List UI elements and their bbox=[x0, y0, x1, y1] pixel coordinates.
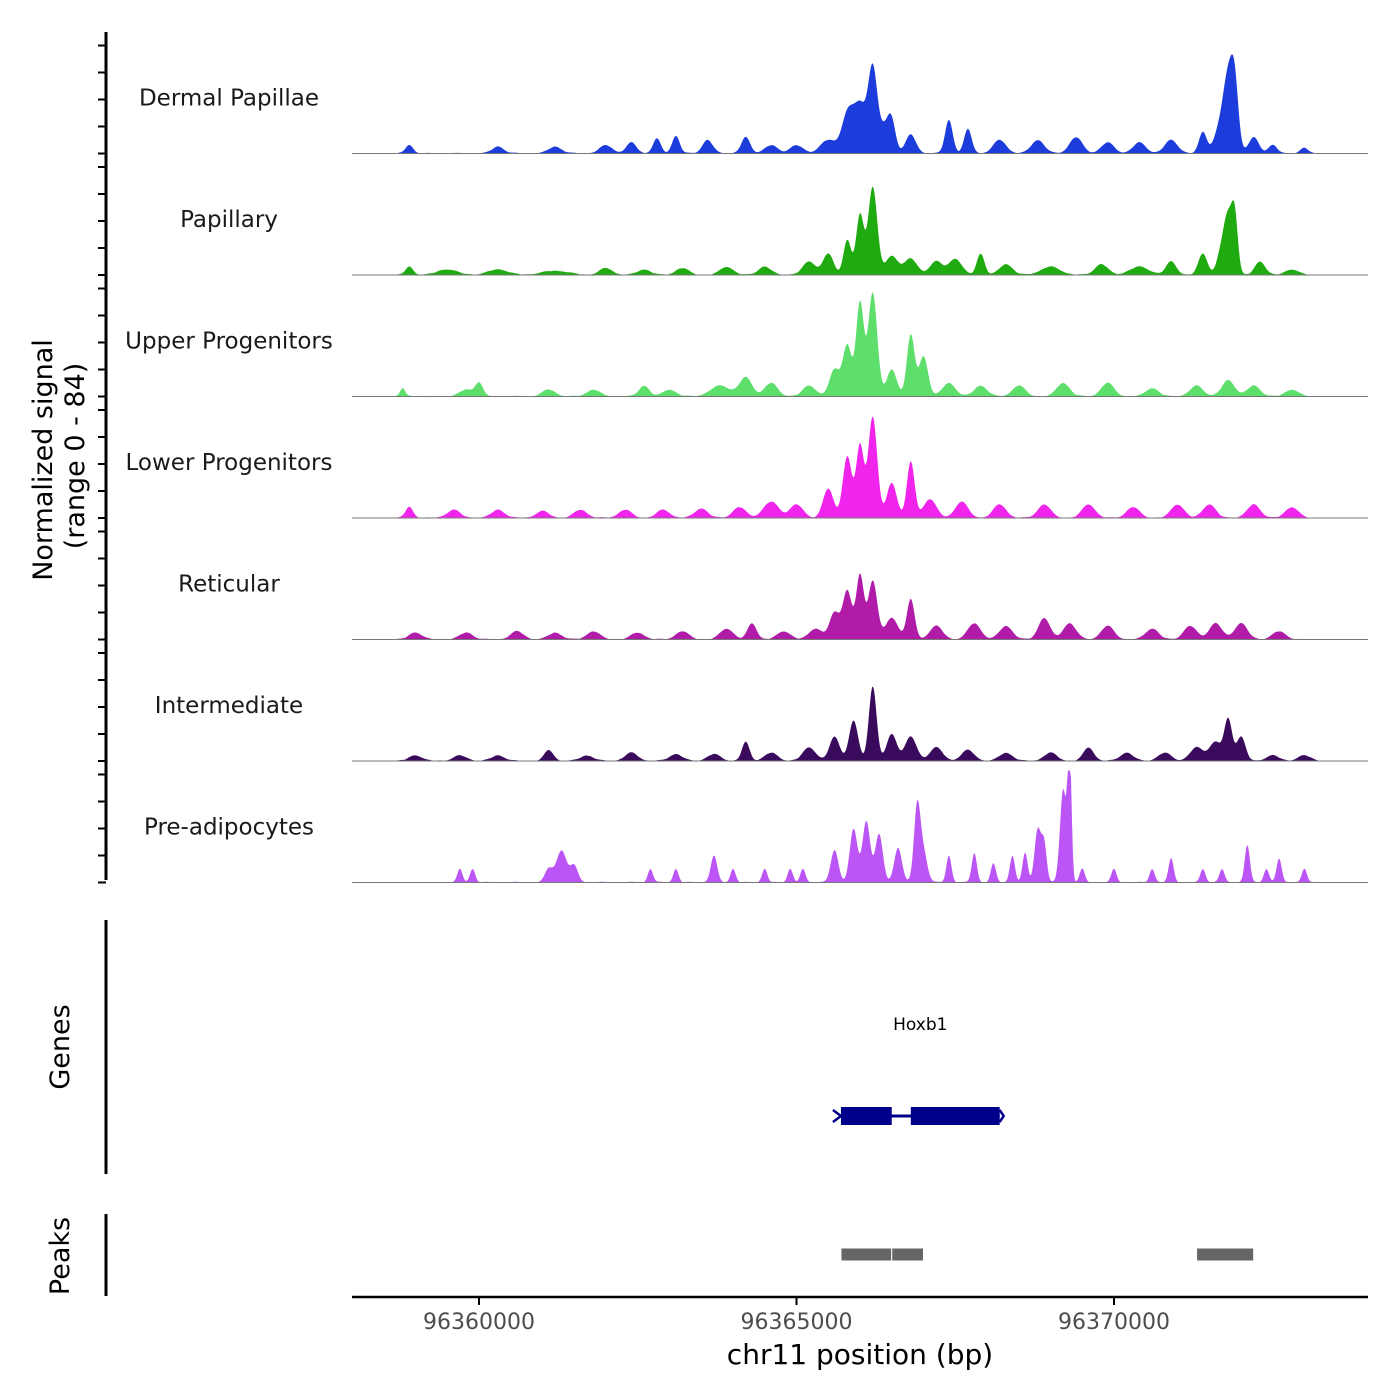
signal-area-intermediate bbox=[352, 686, 1368, 761]
track-label-pre-adipocytes: Pre-adipocytes bbox=[144, 815, 314, 841]
signal-area-reticular bbox=[352, 573, 1368, 640]
track-label-lower-progenitors: Lower Progenitors bbox=[126, 450, 333, 476]
track-label-upper-progenitors: Upper Progenitors bbox=[125, 329, 333, 355]
signal-area-pre-adipocytes bbox=[352, 770, 1368, 883]
x-tick-label: 96370000 bbox=[1058, 1310, 1170, 1335]
track-label-reticular: Reticular bbox=[178, 572, 280, 598]
x-axis-label: chr11 position (bp) bbox=[727, 1338, 993, 1371]
gene-exon bbox=[910, 1107, 1000, 1125]
gene-exon bbox=[840, 1107, 892, 1125]
x-ticks: 96360000 96365000 96370000 bbox=[423, 1297, 1170, 1335]
peak-region bbox=[891, 1247, 924, 1262]
genes-layer: Hoxb1 bbox=[832, 1015, 1006, 1125]
track-upper-progenitors bbox=[352, 292, 1368, 397]
signal-area-papillary bbox=[352, 186, 1368, 275]
track-label-intermediate: Intermediate bbox=[155, 693, 303, 719]
y-axis-range-label: (range 0 - 84) bbox=[60, 363, 91, 550]
peaks-panel-label: Peaks bbox=[45, 1217, 76, 1295]
track-papillary bbox=[352, 186, 1368, 276]
x-tick-label: 96360000 bbox=[423, 1310, 535, 1335]
signal-area-dermal-papillae bbox=[352, 54, 1368, 154]
track-intermediate bbox=[352, 686, 1368, 762]
track-labels: Dermal Papillae Papillary Upper Progenitor… bbox=[125, 86, 333, 841]
peak-region bbox=[840, 1247, 893, 1262]
signal-area-lower-progenitors bbox=[352, 416, 1368, 518]
track-dermal-papillae bbox=[352, 54, 1368, 154]
peak-region bbox=[1196, 1247, 1255, 1262]
tracks-layer bbox=[352, 54, 1368, 883]
track-label-papillary: Papillary bbox=[180, 207, 278, 233]
genes-panel-label: Genes bbox=[45, 1004, 76, 1089]
track-lower-progenitors bbox=[352, 416, 1368, 519]
y-axis-label: Normalized signal bbox=[28, 339, 59, 581]
track-reticular bbox=[352, 573, 1368, 640]
gene-strand-arrow bbox=[998, 1109, 1006, 1123]
signal-y-ticks bbox=[98, 44, 106, 884]
track-label-dermal-papillae: Dermal Papillae bbox=[139, 86, 319, 112]
gene-label: Hoxb1 bbox=[893, 1015, 947, 1035]
gene-strand-arrow bbox=[832, 1109, 844, 1123]
peaks-layer bbox=[840, 1247, 1255, 1262]
gene-hoxb1: Hoxb1 bbox=[832, 1015, 1006, 1125]
track-pre-adipocytes bbox=[352, 770, 1368, 883]
x-tick-label: 96365000 bbox=[741, 1310, 853, 1335]
signal-area-upper-progenitors bbox=[352, 292, 1368, 397]
